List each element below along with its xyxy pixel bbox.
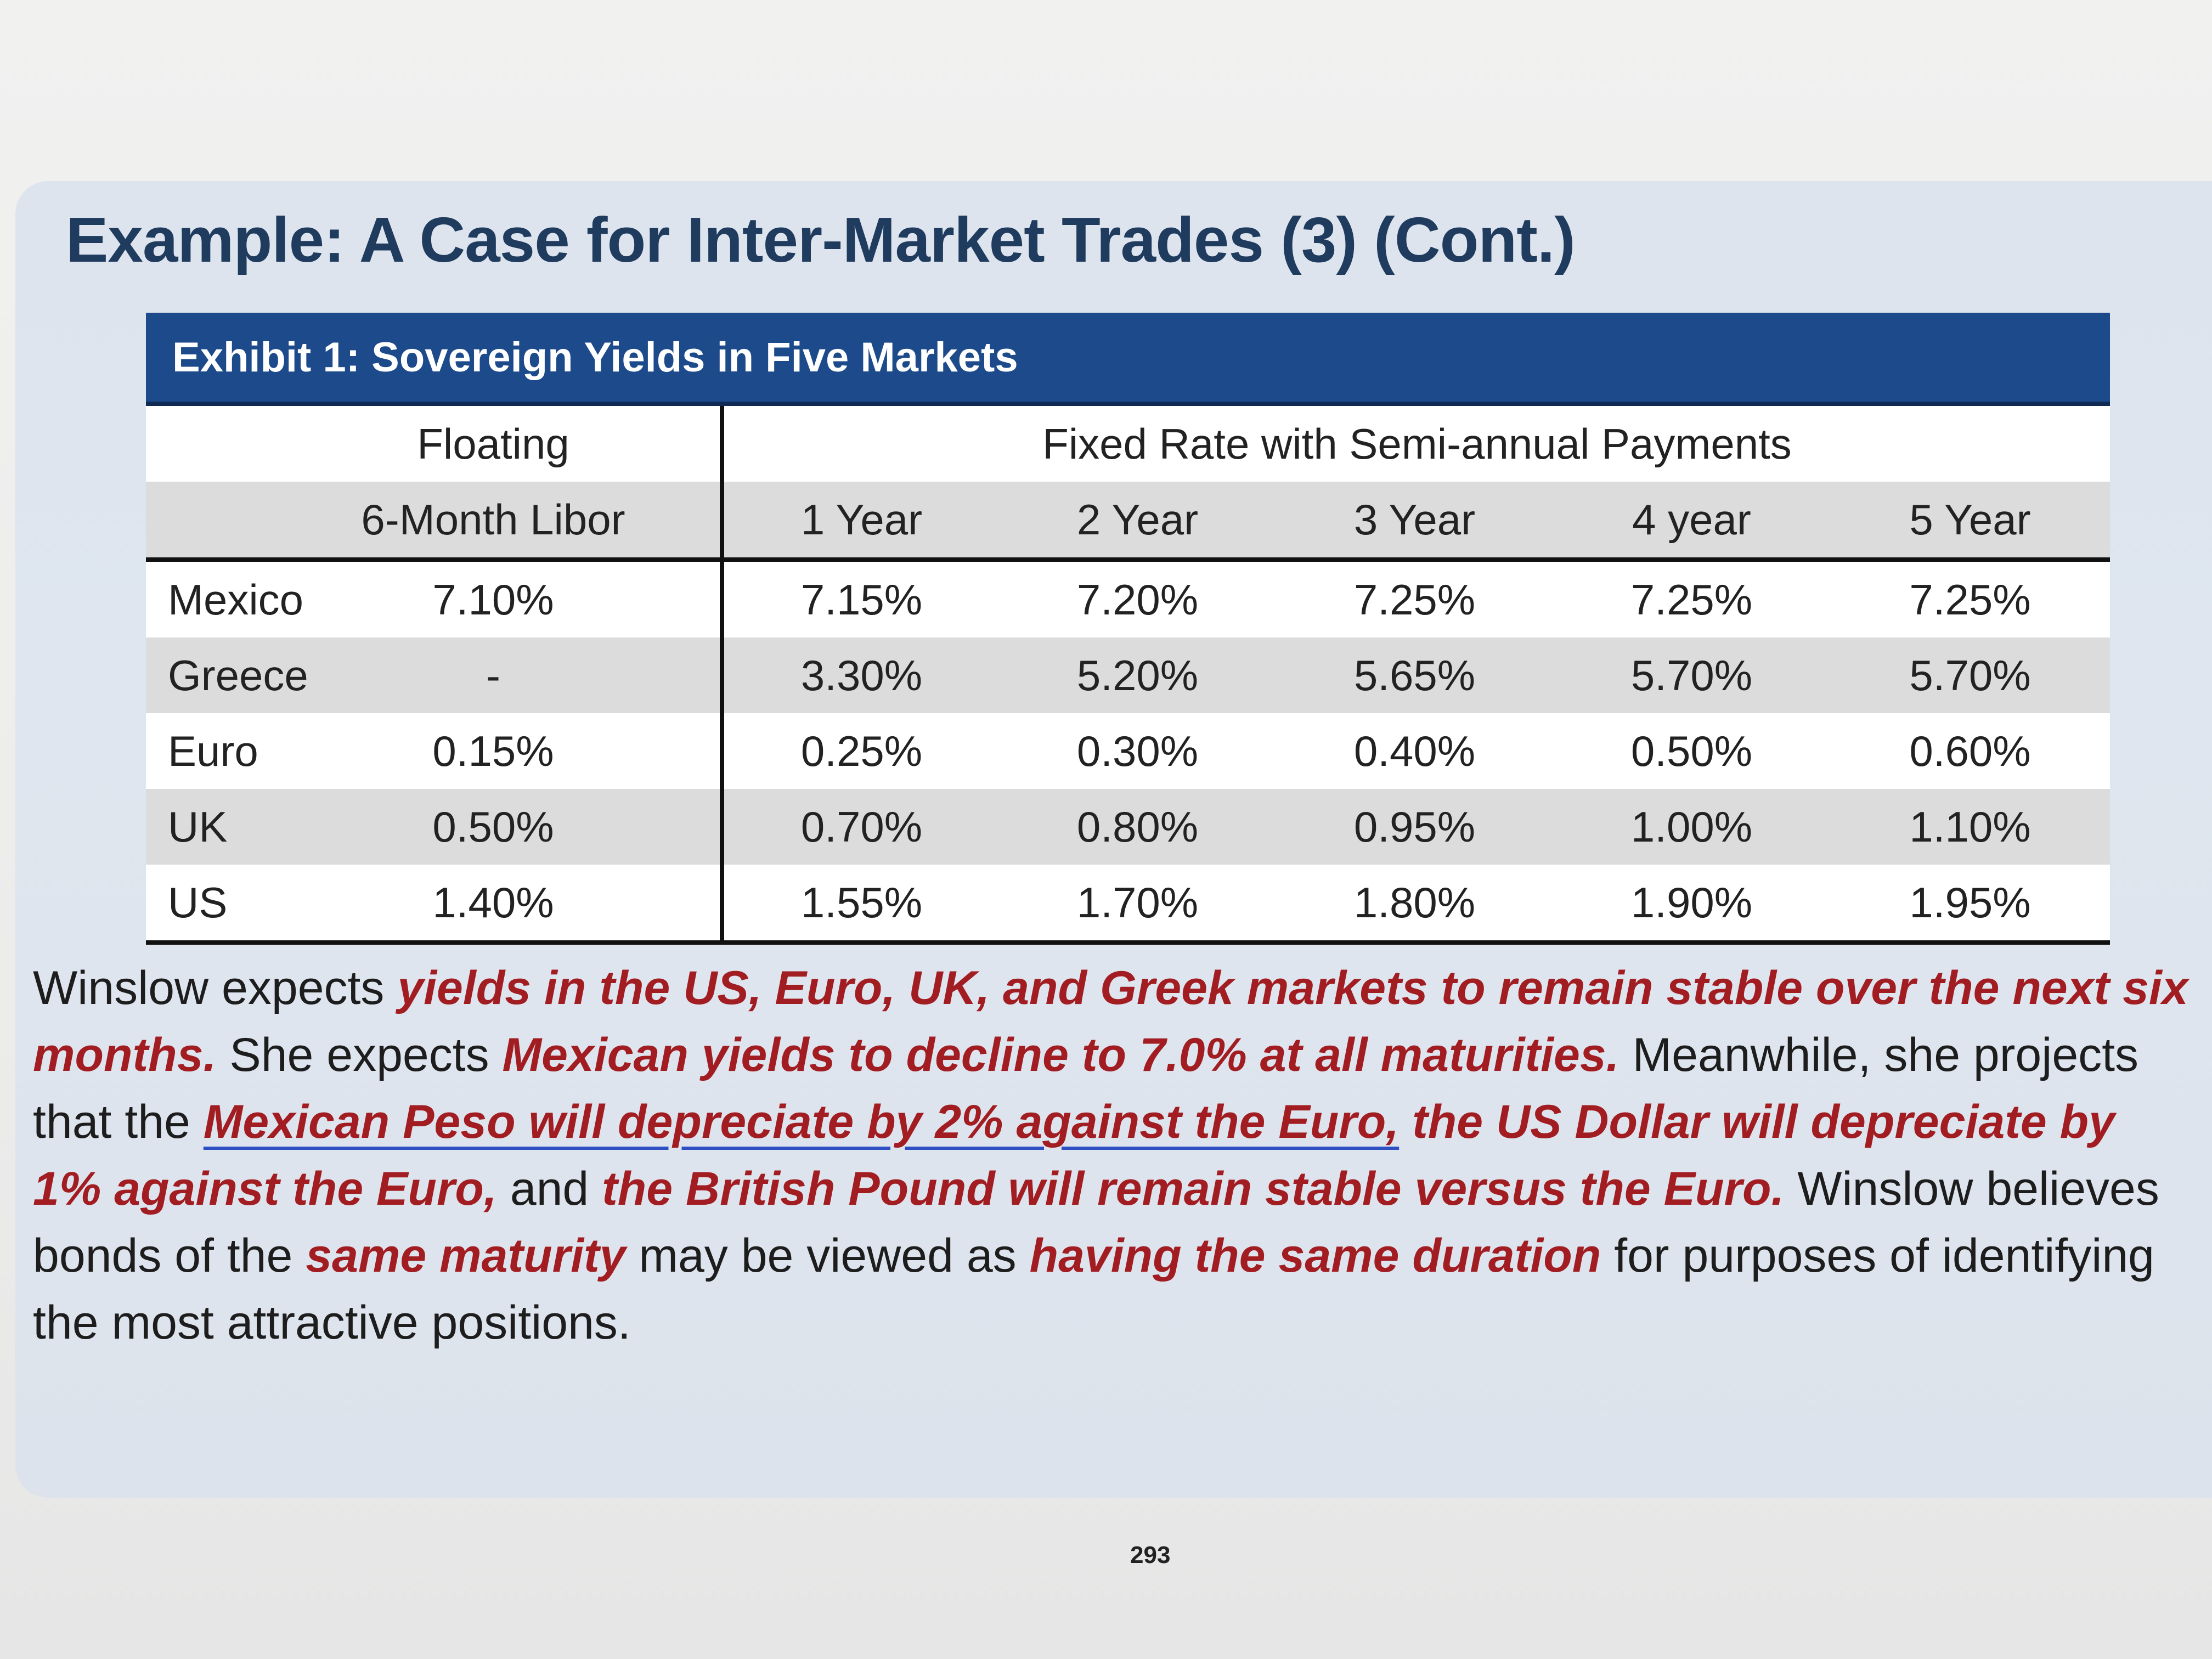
table-row: US 1.40% 1.55% 1.70% 1.80% 1.90% 1.95%: [146, 865, 2110, 945]
group-header-row: Floating Fixed Rate with Semi-annual Pay…: [146, 406, 2110, 482]
yield-cell: 5.20%: [1076, 651, 1199, 699]
yield-cell: 0.80%: [1076, 802, 1199, 851]
yield-cell: 0.40%: [1353, 726, 1476, 775]
column-header: 6-Month Libor: [267, 482, 724, 562]
floating-header: Floating: [267, 406, 724, 482]
header-blank: [146, 406, 267, 482]
highlight-text: yields in the US, Euro, UK, and Greek ma…: [33, 962, 2188, 1081]
yield-cell: 7.10%: [267, 560, 724, 637]
yield-cell: 1.90%: [1553, 865, 1830, 945]
yield-cell: 7.15%: [800, 575, 923, 624]
yield-cell: 0.30%: [1076, 726, 1199, 775]
paragraph-text: Winslow expects: [33, 962, 398, 1014]
paragraph-text: Winslow believes bonds of the: [33, 1163, 2159, 1282]
highlight-text: the US Dollar will depreciate by 1% agai…: [33, 1096, 2115, 1215]
paragraph-text: [1399, 1096, 1412, 1148]
country-cell: US: [146, 865, 267, 945]
highlight-text: Mexican yields to decline to 7.0% at all…: [502, 1029, 1620, 1081]
yield-cell: 1.55%: [722, 865, 999, 945]
column-header: 1 Year: [722, 482, 999, 562]
yield-cell: 0.15%: [267, 713, 724, 789]
yield-cell: 1.95%: [1830, 865, 2110, 945]
country-cell: UK: [168, 802, 228, 851]
yield-cell: 0.50%: [1630, 726, 1753, 775]
underlined-highlight-text: Mexican Peso will depreciate by 2% again…: [203, 1096, 1400, 1148]
yield-cell: 1.40%: [267, 865, 724, 945]
column-header: 5 Year: [1830, 482, 2110, 562]
column-header: 2 Year: [999, 482, 1276, 562]
paragraph-text: She expects: [216, 1029, 503, 1081]
yield-cell: 1.10%: [1909, 802, 2031, 851]
yield-cell: 1.00%: [1630, 802, 1753, 851]
slide-title: Example: A Case for Inter-Market Trades …: [66, 204, 1576, 275]
yield-cell: 1.70%: [999, 865, 1276, 945]
exhibit-table-container: Exhibit 1: Sovereign Yields in Five Mark…: [146, 313, 2110, 945]
highlight-text: having the same duration: [1029, 1229, 1601, 1282]
yield-cell: 0.95%: [1353, 802, 1476, 851]
yield-cell: 5.70%: [1909, 651, 2031, 699]
yield-cell: 0.70%: [800, 802, 923, 851]
page-number: 293: [1130, 1542, 1171, 1568]
exhibit-caption: Exhibit 1: Sovereign Yields in Five Mark…: [146, 313, 2110, 406]
column-header-row: 6-Month Libor 1 Year 2 Year 3 Year 4 yea…: [146, 482, 2110, 562]
header-blank: [146, 482, 267, 562]
paragraph-text: Meanwhile, she projects that the: [33, 1029, 2139, 1148]
yield-cell: 1.80%: [1276, 865, 1553, 945]
paragraph-text: for purposes of identifying the most att…: [33, 1229, 2155, 1349]
highlight-text: the British Pound will remain stable ver…: [602, 1163, 1785, 1215]
table-row: UK 0.50% 0.70% 0.80% 0.95% 1.00% 1.10%: [146, 789, 2110, 865]
paragraph-text: may be viewed as: [625, 1229, 1030, 1282]
body-paragraph: Winslow expects yields in the US, Euro, …: [33, 955, 2194, 1356]
table-row: Greece - 3.30% 5.20% 5.65% 5.70% 5.70%: [146, 637, 2110, 713]
yield-cell: 0.60%: [1909, 726, 2031, 775]
yield-cell: 5.65%: [1353, 651, 1476, 699]
yield-cell: -: [267, 637, 724, 713]
table-row: Mexico 7.10% 7.15% 7.20% 7.25% 7.25% 7.2…: [146, 560, 2110, 637]
yield-cell: 0.50%: [267, 789, 724, 865]
yield-cell: 3.30%: [800, 651, 923, 699]
yield-cell: 7.25%: [1909, 575, 2031, 624]
yield-cell: 5.70%: [1630, 651, 1753, 699]
country-cell: Euro: [168, 726, 258, 775]
highlight-text: same maturity: [306, 1229, 626, 1282]
yield-cell: 7.20%: [1076, 575, 1199, 624]
yields-table: Floating Fixed Rate with Semi-annual Pay…: [146, 406, 2110, 945]
paragraph-text: and: [496, 1163, 602, 1215]
column-header: 4 year: [1553, 482, 1830, 562]
yield-cell: 7.25%: [1630, 575, 1753, 624]
table-row: Euro 0.15% 0.25% 0.30% 0.40% 0.50% 0.60%: [146, 713, 2110, 789]
yield-cell: 0.25%: [800, 726, 923, 775]
country-cell: Mexico: [168, 575, 304, 624]
column-header: 3 Year: [1276, 482, 1553, 562]
country-cell: Greece: [168, 651, 308, 699]
yield-cell: 7.25%: [1353, 575, 1476, 624]
fixed-rate-header: Fixed Rate with Semi-annual Payments: [722, 406, 2110, 482]
